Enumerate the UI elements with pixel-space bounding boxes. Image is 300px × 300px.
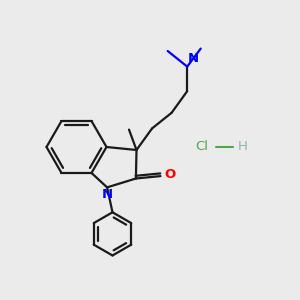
- Text: Cl: Cl: [196, 140, 208, 154]
- Text: H: H: [238, 140, 248, 154]
- Text: O: O: [164, 168, 176, 182]
- Text: N: N: [188, 52, 199, 65]
- Text: N: N: [102, 188, 113, 201]
